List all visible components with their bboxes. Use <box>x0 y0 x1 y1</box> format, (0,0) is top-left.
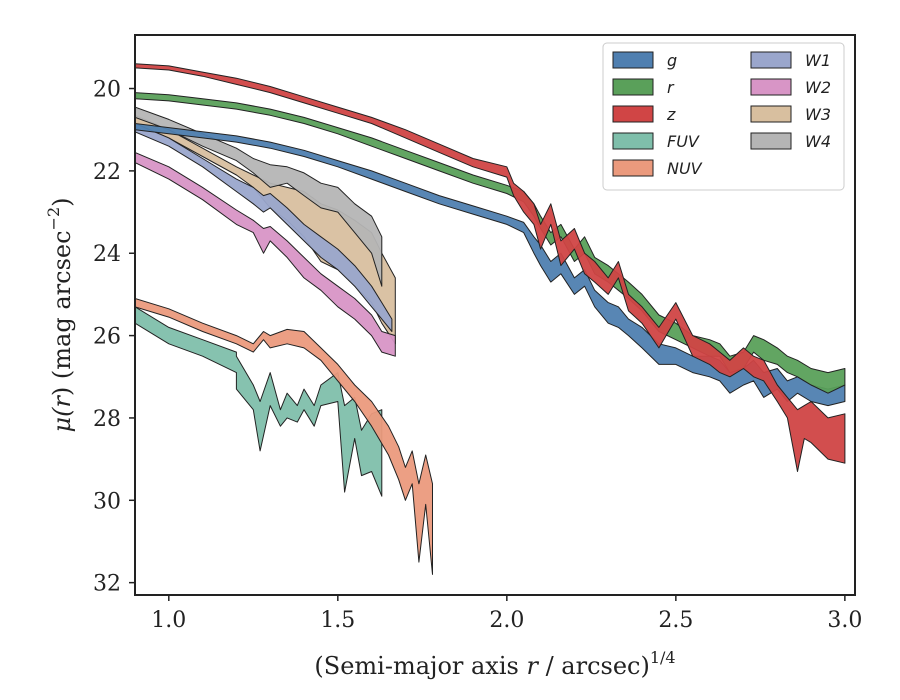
legend-swatch-w3 <box>750 105 792 123</box>
x-tick-label: 2.0 <box>489 608 524 633</box>
plot-frame <box>134 34 856 596</box>
legend-label-g: g <box>667 51 677 70</box>
legend-swatch-nuv <box>612 159 654 177</box>
legend-label-nuv: NUV <box>667 159 703 178</box>
y-tick-label: 26 <box>93 325 121 350</box>
legend-swatch-w2 <box>750 78 792 96</box>
x-axis-label: (Semi-major axis r / arcsec)1/4 <box>314 648 675 680</box>
axes: 1.0 1.5 2.0 2.5 3.0 20 22 24 26 28 30 32 <box>93 34 862 633</box>
legend: grz FUV NUV W1 W2 W3 W4 <box>602 42 845 191</box>
legend-label-z: z <box>666 105 676 124</box>
legend-swatch-r <box>612 78 654 96</box>
legend-swatch-g <box>612 51 654 69</box>
x-tick-label: 1.5 <box>320 608 355 633</box>
legend-label-w4: W4 <box>805 132 831 151</box>
legend-label-fuv: FUV <box>667 132 700 151</box>
legend-label-w2: W2 <box>805 78 831 97</box>
band-w1 <box>135 123 393 332</box>
legend-label-r: r <box>667 78 675 97</box>
x-tick-label: 1.0 <box>151 608 186 633</box>
y-tick-label: 22 <box>93 160 121 185</box>
legend-label-w3: W3 <box>805 105 831 124</box>
legend-swatch-w4 <box>750 132 792 150</box>
legend-swatch-z <box>612 105 654 123</box>
band-w4 <box>135 106 383 287</box>
legend-label-w1: W1 <box>805 51 831 70</box>
legend-swatch-fuv <box>612 132 654 150</box>
y-tick-label: 20 <box>93 78 121 103</box>
band-z <box>135 63 846 472</box>
band-fuv <box>135 306 383 497</box>
y-axis-label: μ(r) (mag arcsec−2) <box>44 197 76 432</box>
x-tick-label: 2.5 <box>658 608 693 633</box>
y-tick-label: 32 <box>93 572 121 597</box>
band-g <box>135 123 846 407</box>
legend-swatch-w1 <box>750 51 792 69</box>
y-tick-label: 28 <box>93 407 121 432</box>
band-nuv <box>135 298 433 575</box>
band-w2 <box>135 151 396 357</box>
plot-area <box>135 63 846 575</box>
y-tick-label: 24 <box>93 242 121 267</box>
y-tick-label: 30 <box>93 489 121 514</box>
x-tick-label: 3.0 <box>827 608 862 633</box>
